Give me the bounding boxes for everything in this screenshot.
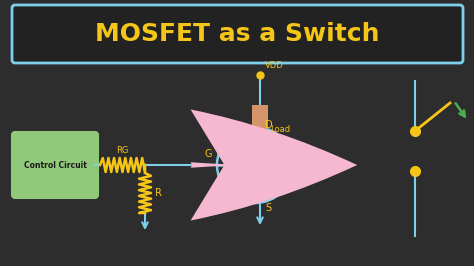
Text: R: R	[155, 188, 162, 198]
Text: G: G	[204, 149, 212, 159]
Text: VDD: VDD	[265, 61, 284, 70]
Text: S: S	[265, 203, 271, 213]
Text: D: D	[265, 120, 273, 130]
FancyBboxPatch shape	[12, 132, 98, 198]
Text: Control Circuit: Control Circuit	[24, 160, 86, 169]
Text: MOSFET as a Switch: MOSFET as a Switch	[95, 22, 379, 46]
Text: RG: RG	[116, 146, 128, 155]
Text: Load: Load	[270, 126, 290, 135]
FancyBboxPatch shape	[12, 5, 463, 63]
FancyBboxPatch shape	[252, 105, 268, 155]
